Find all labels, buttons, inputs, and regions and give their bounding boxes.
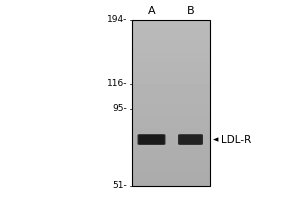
Text: LDL-R: LDL-R — [220, 135, 251, 145]
Text: 116-: 116- — [107, 79, 128, 88]
FancyBboxPatch shape — [138, 135, 165, 144]
FancyBboxPatch shape — [139, 135, 164, 144]
Text: B: B — [187, 6, 194, 16]
FancyBboxPatch shape — [179, 135, 202, 144]
FancyBboxPatch shape — [179, 135, 202, 144]
FancyBboxPatch shape — [179, 135, 202, 144]
FancyBboxPatch shape — [139, 135, 164, 144]
Text: 95-: 95- — [113, 104, 128, 113]
Text: A: A — [148, 6, 155, 16]
FancyBboxPatch shape — [178, 134, 203, 145]
FancyBboxPatch shape — [138, 134, 166, 145]
Bar — [132, 20, 210, 186]
Text: 51-: 51- — [113, 182, 128, 190]
Polygon shape — [213, 137, 218, 142]
Text: 194-: 194- — [107, 15, 128, 24]
